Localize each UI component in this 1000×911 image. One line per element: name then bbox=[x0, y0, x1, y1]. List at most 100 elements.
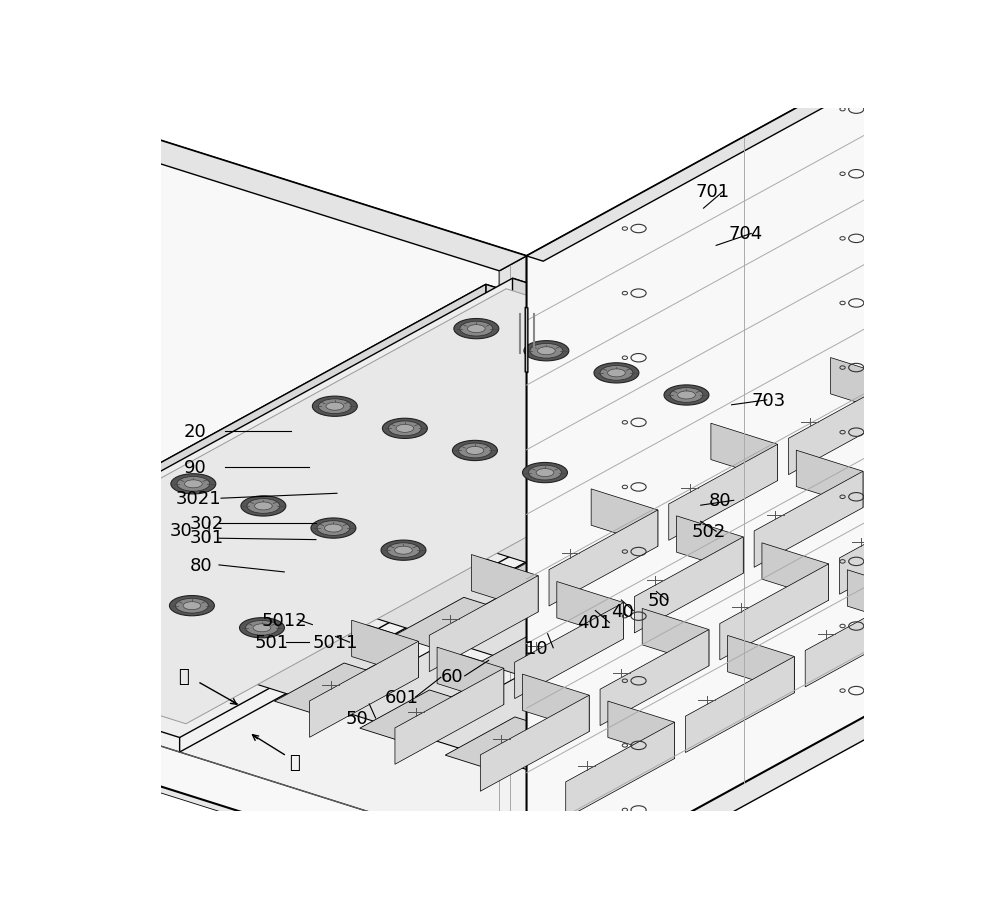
Polygon shape bbox=[328, 648, 504, 728]
Ellipse shape bbox=[536, 469, 554, 477]
Ellipse shape bbox=[678, 392, 695, 400]
Polygon shape bbox=[753, 401, 866, 453]
Text: 50: 50 bbox=[647, 591, 670, 609]
Ellipse shape bbox=[43, 558, 61, 566]
Ellipse shape bbox=[177, 476, 210, 492]
Polygon shape bbox=[677, 517, 743, 574]
Ellipse shape bbox=[538, 347, 555, 355]
Text: 前: 前 bbox=[289, 752, 300, 771]
Ellipse shape bbox=[460, 322, 493, 337]
Polygon shape bbox=[549, 510, 658, 607]
Polygon shape bbox=[839, 428, 951, 479]
Polygon shape bbox=[394, 598, 507, 650]
Ellipse shape bbox=[35, 555, 68, 569]
Ellipse shape bbox=[99, 574, 144, 594]
Polygon shape bbox=[685, 657, 794, 752]
Polygon shape bbox=[512, 279, 833, 394]
Polygon shape bbox=[360, 691, 472, 742]
Text: 601: 601 bbox=[385, 688, 419, 706]
Polygon shape bbox=[882, 477, 948, 535]
Polygon shape bbox=[395, 669, 504, 764]
Ellipse shape bbox=[113, 580, 131, 588]
Ellipse shape bbox=[318, 399, 351, 415]
Polygon shape bbox=[0, 46, 527, 902]
Polygon shape bbox=[0, 290, 806, 724]
Polygon shape bbox=[650, 679, 763, 730]
Polygon shape bbox=[533, 609, 709, 690]
Ellipse shape bbox=[247, 499, 280, 514]
Polygon shape bbox=[568, 517, 743, 597]
Text: 60: 60 bbox=[441, 667, 463, 685]
Polygon shape bbox=[480, 625, 592, 676]
Ellipse shape bbox=[326, 403, 344, 411]
Ellipse shape bbox=[467, 325, 485, 333]
Text: 704: 704 bbox=[729, 225, 763, 243]
Ellipse shape bbox=[523, 463, 567, 483]
Polygon shape bbox=[685, 586, 797, 638]
Polygon shape bbox=[925, 526, 1000, 621]
Ellipse shape bbox=[381, 540, 426, 560]
Text: 50: 50 bbox=[345, 709, 368, 727]
Polygon shape bbox=[807, 385, 983, 466]
Polygon shape bbox=[0, 285, 512, 651]
Polygon shape bbox=[978, 439, 1000, 519]
Polygon shape bbox=[553, 512, 1000, 910]
Polygon shape bbox=[512, 286, 1000, 544]
Ellipse shape bbox=[29, 552, 74, 572]
Polygon shape bbox=[773, 477, 948, 558]
Polygon shape bbox=[527, 0, 1000, 902]
Polygon shape bbox=[762, 543, 829, 600]
Text: 10: 10 bbox=[525, 639, 548, 657]
Polygon shape bbox=[310, 641, 418, 738]
Ellipse shape bbox=[530, 344, 563, 359]
Polygon shape bbox=[959, 433, 1000, 529]
Polygon shape bbox=[831, 358, 897, 415]
Polygon shape bbox=[557, 582, 624, 640]
Ellipse shape bbox=[524, 342, 569, 362]
Polygon shape bbox=[788, 379, 897, 476]
Ellipse shape bbox=[458, 444, 491, 458]
Polygon shape bbox=[180, 298, 833, 752]
Text: 后: 后 bbox=[178, 667, 189, 685]
Ellipse shape bbox=[454, 319, 499, 340]
Polygon shape bbox=[414, 674, 589, 755]
Ellipse shape bbox=[183, 602, 201, 610]
Text: 40: 40 bbox=[611, 602, 634, 619]
Text: 501: 501 bbox=[254, 633, 288, 651]
Ellipse shape bbox=[312, 396, 357, 417]
Ellipse shape bbox=[608, 370, 625, 377]
Text: 703: 703 bbox=[751, 392, 786, 409]
Polygon shape bbox=[0, 340, 1000, 908]
Text: 30: 30 bbox=[170, 521, 193, 539]
Ellipse shape bbox=[317, 521, 350, 536]
Polygon shape bbox=[728, 636, 794, 693]
Ellipse shape bbox=[105, 577, 138, 591]
Ellipse shape bbox=[169, 596, 214, 616]
Ellipse shape bbox=[175, 599, 208, 613]
Polygon shape bbox=[669, 445, 778, 541]
Polygon shape bbox=[480, 695, 589, 792]
Polygon shape bbox=[707, 322, 801, 375]
Polygon shape bbox=[170, 294, 843, 659]
Polygon shape bbox=[352, 620, 418, 678]
Polygon shape bbox=[363, 555, 538, 636]
Polygon shape bbox=[634, 466, 746, 518]
Polygon shape bbox=[522, 674, 589, 732]
Polygon shape bbox=[619, 636, 794, 716]
Polygon shape bbox=[600, 286, 1000, 545]
Text: 301: 301 bbox=[189, 528, 224, 547]
Polygon shape bbox=[924, 455, 1000, 507]
Polygon shape bbox=[527, 504, 1000, 902]
Polygon shape bbox=[566, 722, 675, 818]
Polygon shape bbox=[738, 570, 914, 650]
Ellipse shape bbox=[396, 425, 414, 433]
Ellipse shape bbox=[311, 518, 356, 538]
Polygon shape bbox=[847, 570, 914, 628]
Polygon shape bbox=[437, 648, 504, 705]
Polygon shape bbox=[0, 279, 833, 738]
Polygon shape bbox=[591, 489, 658, 547]
Polygon shape bbox=[746, 351, 801, 405]
Ellipse shape bbox=[325, 525, 342, 532]
Ellipse shape bbox=[664, 385, 709, 405]
Ellipse shape bbox=[255, 502, 272, 510]
